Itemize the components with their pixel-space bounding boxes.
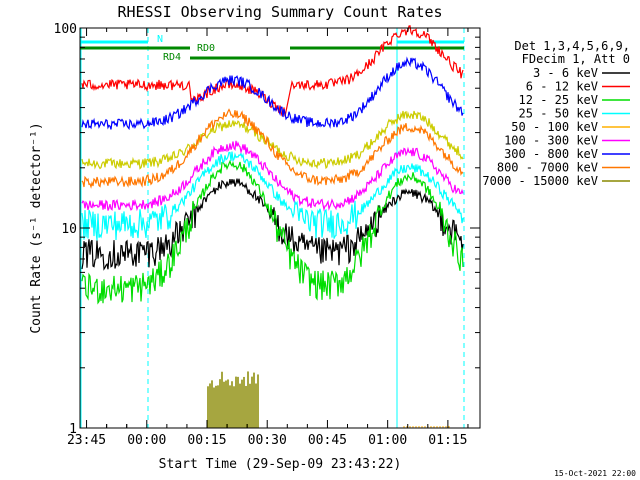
- x-axis-label: Start Time (29-Sep-09 23:43:22): [159, 457, 402, 472]
- legend-label: 7000 - 15000 keV: [482, 174, 598, 188]
- timestamp: 15-Oct-2021 22:00: [554, 469, 636, 478]
- legend-label: 6 - 12 keV: [526, 80, 598, 94]
- x-tick-label: 00:45: [308, 433, 347, 448]
- y-tick-label: 100: [54, 22, 77, 37]
- annotation-label: RD0: [197, 43, 215, 54]
- series-line: [81, 140, 464, 212]
- series-line: [81, 178, 464, 271]
- y-tick-label: 1: [69, 422, 77, 437]
- x-axis: 23:45 00:00 00:15 00:30 00:45 01:00 01:15: [67, 28, 469, 448]
- series-line: [81, 151, 464, 241]
- legend-label: 300 - 800 keV: [504, 147, 598, 161]
- legend-label: 25 - 50 keV: [519, 107, 598, 121]
- x-tick-label: 00:15: [187, 433, 226, 448]
- annotation-label: N: [157, 34, 163, 45]
- y-axis-label: Count Rate (s⁻¹ detector⁻¹): [29, 122, 44, 333]
- x-tick-label: 00:30: [248, 433, 287, 448]
- x-tick-label: 01:00: [368, 433, 407, 448]
- series-line: [81, 56, 464, 131]
- legend-header-line-2: FDecim 1, Att 0: [522, 52, 630, 66]
- chart-title: RHESSI Observing Summary Count Rates: [117, 3, 442, 21]
- legend-header-line-1: Det 1,3,4,5,6,9,: [514, 39, 630, 53]
- legend-label: 12 - 25 keV: [519, 93, 598, 107]
- legend: Det 1,3,4,5,6,9, FDecim 1, Att 0 3 - 6 k…: [482, 39, 630, 188]
- y-axis: 1 10 100: [54, 22, 480, 437]
- series-line: [81, 159, 464, 305]
- legend-label: 50 - 100 keV: [511, 120, 598, 134]
- y-tick-label: 10: [61, 222, 77, 237]
- series-line: [81, 108, 464, 189]
- legend-label: 100 - 300 keV: [504, 134, 598, 148]
- series-line: [81, 110, 464, 170]
- x-tick-label: 00:00: [127, 433, 166, 448]
- annotation-label: RD4: [163, 52, 181, 63]
- x-tick-label: 01:15: [428, 433, 467, 448]
- x-tick-label: 23:45: [67, 433, 106, 448]
- legend-label: 3 - 6 keV: [533, 66, 598, 80]
- legend-label: 800 - 7000 keV: [497, 161, 598, 175]
